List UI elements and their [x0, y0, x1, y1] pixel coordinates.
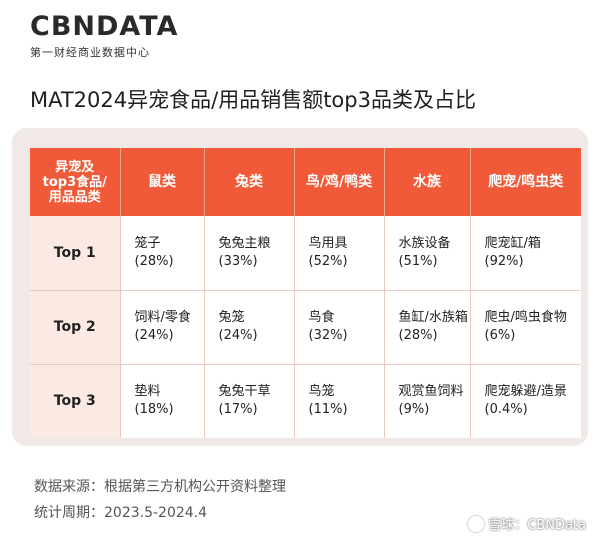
logo-tagline: 第一财经商业数据中心	[30, 46, 150, 59]
table-cell: 水族设备 (51%)	[384, 216, 471, 291]
cell-pct: (51%)	[398, 253, 438, 269]
cell-name: 兔兔主粮	[218, 235, 271, 251]
table-cell: 饲料/零食 (24%)	[120, 290, 205, 365]
row-label: Top 1	[30, 216, 121, 291]
column-header: 鸟/鸡/鸭类	[294, 148, 385, 216]
cell-pct: (92%)	[484, 253, 524, 269]
corner-line-3: 用品品类	[48, 189, 101, 205]
brand-logo: CBNDATA 第一财经商业数据中心	[30, 12, 178, 60]
cell-name: 爬宠躲避/造景	[484, 384, 567, 400]
table-header-row: 异宠及 top3食品/ 用品品类 鼠类 兔类 鸟/鸡/鸭类 水族 爬宠/鸣虫类	[30, 148, 581, 216]
cell-pct: (52%)	[308, 253, 348, 269]
period-note: 统计周期：2023.5-2024.4	[34, 505, 208, 521]
cell-pct: (18%)	[134, 402, 174, 418]
cell-name: 爬虫/鸣虫食物	[484, 310, 567, 325]
table-cell: 观赏鱼饲料 (9%)	[384, 364, 471, 438]
cell-name: 鸟食	[308, 310, 335, 325]
table-row: Top 2 饲料/零食 (24%) 兔笼 (24%) 鸟食 (32%) 鱼缸/水族箱 (…	[30, 290, 581, 365]
table-cell: 爬虫/鸣虫食物 (6%)	[470, 290, 581, 365]
cell-pct: (33%)	[218, 253, 258, 269]
logo-wordmark: CBNDATA	[30, 11, 179, 42]
cell-name: 鱼缸/水族箱	[398, 310, 468, 325]
cell-name: 笼子	[134, 235, 161, 251]
table-row: Top 1 笼子 (28%) 兔兔主粮 (33%) 鸟用具 (52%) 水族设备 (51…	[30, 216, 581, 291]
cell-pct: (11%)	[308, 402, 348, 418]
xueqiu-watermark: 雪球：CBNData	[468, 514, 586, 533]
table-cell: 爬宠躲避/造景 (0.4%)	[470, 364, 581, 438]
corner-line-2: top3食品/	[42, 174, 107, 190]
table-corner-header: 异宠及 top3食品/ 用品品类	[30, 148, 121, 216]
category-table: 异宠及 top3食品/ 用品品类 鼠类 兔类 鸟/鸡/鸭类 水族 爬宠/鸣虫类 …	[30, 148, 581, 438]
table-cell: 鱼缸/水族箱 (28%)	[384, 290, 471, 365]
cell-pct: (28%)	[398, 328, 438, 343]
cell-name: 鸟用具	[308, 235, 348, 251]
cell-name: 兔兔干草	[218, 384, 271, 400]
cell-name: 水族设备	[398, 235, 451, 251]
table-cell: 垫料 (18%)	[120, 364, 205, 438]
column-header: 兔类	[204, 148, 295, 216]
cell-name: 饲料/零食	[134, 310, 191, 325]
data-source-note: 数据来源：根据第三方机构公开资料整理	[34, 479, 286, 495]
table-row: Top 3 垫料 (18%) 兔兔干草 (17%) 鸟笼 (11%) 观赏鱼饲料 (9%…	[30, 364, 581, 438]
column-header: 爬宠/鸣虫类	[470, 148, 581, 216]
table-cell: 兔兔主粮 (33%)	[204, 216, 295, 291]
cell-pct: (32%)	[308, 328, 348, 343]
table-cell: 兔兔干草 (17%)	[204, 364, 295, 438]
table-cell: 笼子 (28%)	[120, 216, 205, 291]
table-cell: 鸟笼 (11%)	[294, 364, 385, 438]
table-cell: 鸟食 (32%)	[294, 290, 385, 365]
cell-name: 垫料	[134, 384, 161, 400]
page-title: MAT2024异宠食品/用品销售额top3品类及占比	[30, 88, 476, 112]
table-cell: 鸟用具 (52%)	[294, 216, 385, 291]
column-header: 水族	[384, 148, 471, 216]
cell-pct: (24%)	[134, 328, 174, 343]
row-label: Top 3	[30, 364, 121, 438]
column-header: 鼠类	[120, 148, 205, 216]
cell-name: 观赏鱼饲料	[398, 384, 464, 400]
cell-pct: (17%)	[218, 402, 258, 418]
cell-pct: (6%)	[484, 328, 516, 343]
xueqiu-icon	[468, 515, 485, 532]
corner-line-1: 异宠及	[55, 159, 95, 175]
watermark-text: 雪球：CBNData	[488, 518, 586, 533]
cell-name: 鸟笼	[308, 384, 335, 400]
cell-pct: (0.4%)	[484, 402, 528, 418]
cell-name: 兔笼	[218, 310, 245, 325]
cell-pct: (24%)	[218, 328, 258, 343]
table-cell: 爬宠缸/箱 (92%)	[470, 216, 581, 291]
table-cell: 兔笼 (24%)	[204, 290, 295, 365]
cell-name: 爬宠缸/箱	[484, 235, 541, 251]
row-label: Top 2	[30, 290, 121, 365]
cell-pct: (28%)	[134, 253, 174, 269]
cell-pct: (9%)	[398, 402, 430, 418]
